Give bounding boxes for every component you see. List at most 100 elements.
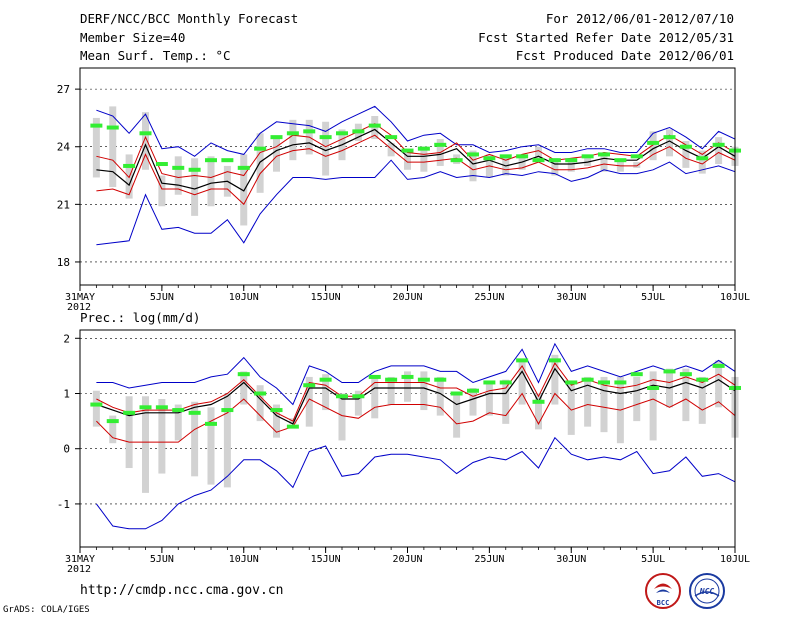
temp-observed-marker	[614, 158, 627, 163]
temp-spread-bar	[273, 137, 280, 172]
prec-observed-marker	[90, 402, 103, 407]
forecast-produced: Fcst Produced Date 2012/06/01	[515, 48, 734, 63]
prec-spread-bar	[453, 393, 461, 438]
temp-observed-marker	[123, 163, 136, 168]
temp-x-tick-label: 31MAY	[65, 292, 95, 303]
prec-observed-marker	[614, 380, 627, 385]
temp-observed-marker	[221, 158, 234, 163]
temp-spread-bar	[174, 156, 182, 195]
prec-spread-bar	[273, 404, 280, 438]
temp-observed-marker	[155, 162, 168, 167]
temp-spread-bar	[567, 160, 575, 172]
prec-spread-bar	[485, 382, 493, 416]
temp-x-tick-label: 5JUL	[641, 292, 665, 303]
temp-spread-bar	[158, 175, 166, 207]
source-url[interactable]: http://cmdp.ncc.cma.gov.cn	[80, 583, 284, 598]
prec-observed-marker	[434, 377, 447, 382]
temp-spread-bar	[600, 152, 608, 172]
prec-observed-marker	[188, 410, 201, 415]
temp-observed-marker	[205, 158, 217, 163]
prec-spread-bar	[600, 376, 608, 433]
temp-observed-marker	[385, 135, 398, 140]
temp-observed-marker	[254, 146, 267, 151]
prec-observed-marker	[532, 399, 545, 404]
temp-spread-bar	[142, 112, 149, 170]
member-size: Member Size=40	[80, 30, 186, 45]
temp-observed-marker	[598, 152, 610, 157]
prec-y-tick-label: -1	[57, 498, 70, 511]
prec-y-tick-label: 1	[63, 387, 70, 400]
temp-observed-marker	[188, 167, 201, 172]
prec-y-tick-label: 2	[63, 332, 70, 345]
forecast-started: Fcst Started Refer Date 2012/05/31	[478, 30, 734, 45]
prec-spread-bar	[682, 368, 690, 422]
temp-spread-bar	[633, 162, 641, 168]
prec-observed-marker	[548, 358, 561, 363]
temp-spread-bar	[207, 156, 215, 207]
prec-observed-marker	[123, 410, 136, 415]
temp-observed-marker	[139, 131, 152, 136]
temp-spread-bar	[682, 140, 690, 168]
prec-y-tick-label: 0	[63, 443, 70, 456]
prec-spread-bar	[305, 376, 313, 427]
temp-observed-marker	[270, 135, 283, 140]
prec-x-year-label: 2012	[67, 564, 91, 575]
prec-x-tick-label: 5JUL	[641, 554, 665, 565]
prec-spread-bar	[715, 360, 723, 408]
temp-observed-marker	[352, 129, 365, 134]
prec-observed-marker	[712, 363, 725, 368]
temp-observed-marker	[286, 131, 299, 136]
prec-spread-bar	[322, 374, 330, 411]
prec-spread-bar	[92, 390, 100, 427]
temp-spread-bar	[109, 106, 117, 188]
temp-x-tick-label: 30JUN	[556, 292, 586, 303]
prec-spread-bar	[256, 385, 264, 422]
prec-observed-marker	[172, 408, 185, 413]
temp-observed-marker	[417, 146, 430, 151]
temp-observed-marker	[467, 152, 479, 157]
prec-observed-marker	[270, 408, 283, 413]
prec-x-tick-label: 25JUN	[474, 554, 504, 565]
prec-observed-marker	[499, 380, 512, 385]
temp-observed-marker	[434, 142, 447, 147]
prec-x-tick-label: 10JUL	[720, 554, 750, 565]
temp-max-line	[96, 105, 736, 157]
temp-lower-line	[96, 134, 736, 206]
prec-spread-bar	[158, 399, 166, 474]
prec-observed-marker	[286, 424, 299, 429]
prec-observed-marker	[106, 419, 119, 424]
prec-spread-bar	[698, 376, 706, 424]
prec-observed-marker	[679, 372, 692, 377]
temp-spread-bar	[666, 129, 673, 157]
prec-spread-bar	[142, 396, 149, 493]
prec-mean-line	[96, 367, 736, 425]
prec-spread-bar	[371, 376, 379, 419]
temp-observed-marker	[679, 144, 692, 149]
prec-observed-marker	[319, 377, 332, 382]
temp-observed-marker	[237, 165, 250, 170]
prec-spread-bar	[420, 371, 428, 411]
temp-spread-bar	[289, 119, 297, 161]
prec-upper-line	[96, 362, 736, 422]
temp-observed-marker	[696, 156, 709, 161]
ncc-logo-text: NCC	[699, 587, 715, 596]
prec-x-tick-label: 5JUN	[150, 554, 174, 565]
prec-spread-bar	[502, 379, 510, 424]
temp-x-tick-label: 5JUN	[150, 292, 174, 303]
prec-max-line	[96, 342, 736, 406]
temp-observed-marker	[630, 154, 643, 159]
temp-observed-marker	[548, 158, 561, 163]
prec-observed-marker	[385, 377, 398, 382]
temp-y-tick-label: 21	[57, 198, 70, 211]
prec-observed-marker	[155, 405, 168, 410]
temp-observed-marker	[90, 123, 103, 128]
temp-observed-marker	[106, 125, 119, 130]
prec-spread-bar	[469, 387, 477, 416]
temp-y-tick-label: 18	[57, 256, 70, 269]
prec-spread-bar	[174, 404, 182, 441]
prec-observed-marker	[581, 377, 594, 382]
temp-observed-marker	[336, 131, 348, 136]
temp-observed-marker	[499, 154, 512, 159]
